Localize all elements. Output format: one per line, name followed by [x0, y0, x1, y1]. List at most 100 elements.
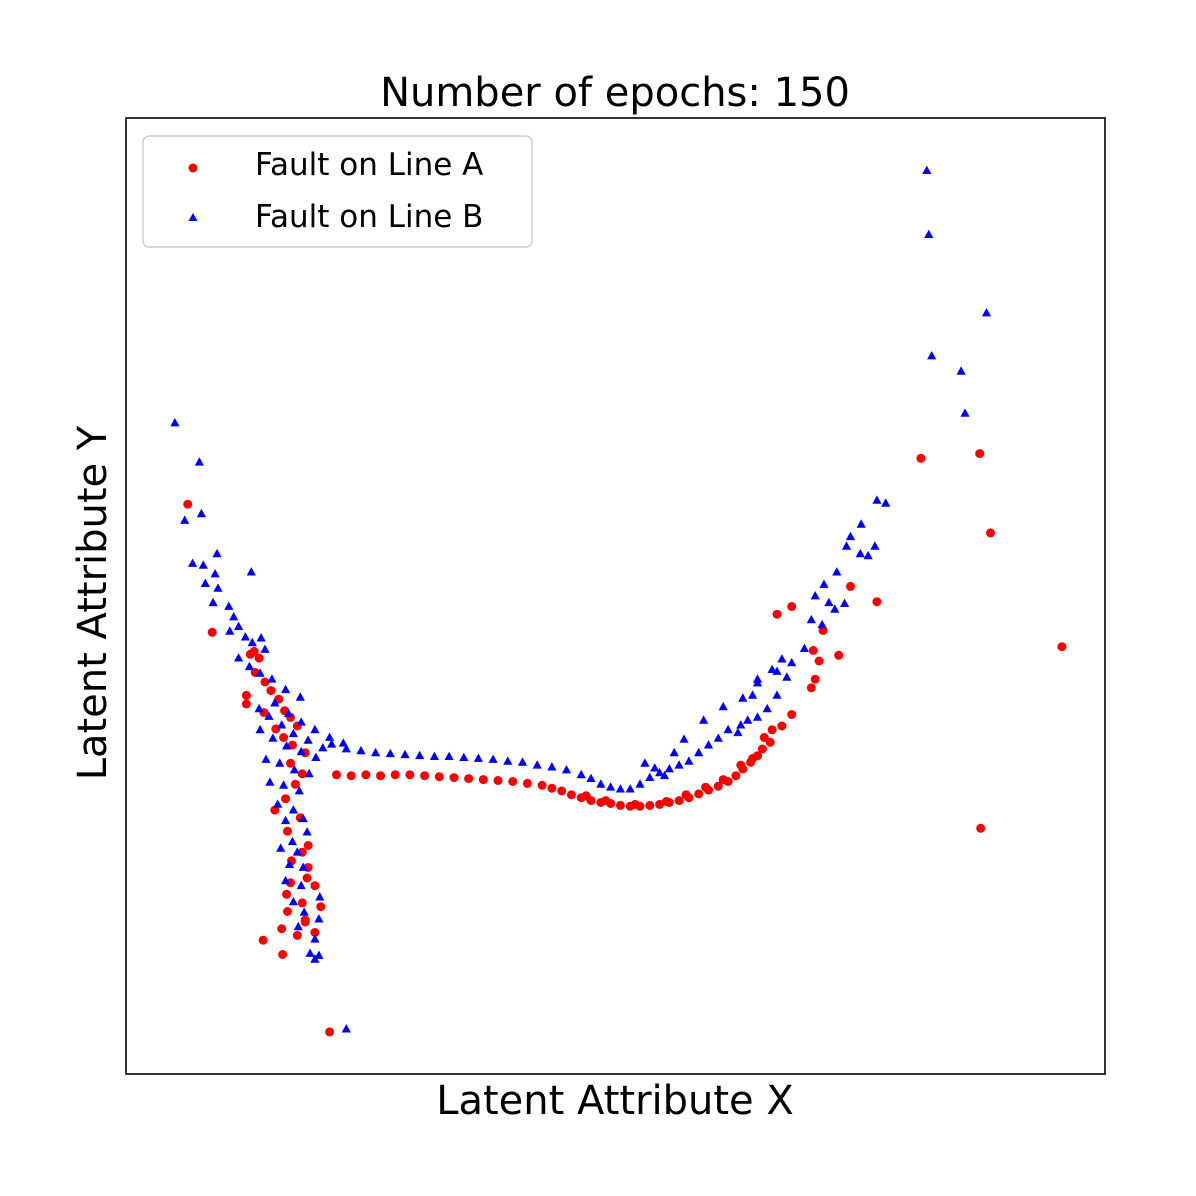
data-point-line-a	[286, 878, 295, 888]
data-point-line-b	[273, 799, 283, 808]
legend-label-line-a: Fault on Line A	[255, 147, 483, 183]
data-point-line-b	[922, 165, 932, 174]
data-point-line-b	[276, 843, 286, 852]
data-point-line-b	[924, 229, 934, 238]
data-point-line-a	[777, 721, 787, 731]
data-point-line-a	[818, 625, 828, 635]
data-point-line-b	[198, 560, 208, 569]
data-point-line-b	[288, 896, 298, 906]
data-point-line-a	[601, 796, 611, 806]
data-point-line-a	[674, 796, 684, 806]
data-point-line-a	[808, 646, 818, 655]
data-point-line-a	[434, 772, 444, 782]
data-point-line-b	[318, 743, 328, 752]
data-point-line-a	[266, 686, 276, 696]
data-point-line-b	[870, 541, 880, 550]
data-point-line-b	[229, 612, 239, 621]
data-point-line-b	[517, 757, 528, 766]
data-point-line-a	[787, 710, 797, 719]
data-point-line-b	[356, 745, 366, 755]
data-point-line-a	[300, 917, 310, 927]
legend-marker-line-b	[188, 213, 198, 221]
data-point-line-b	[224, 601, 234, 610]
data-point-line-b	[281, 815, 291, 825]
data-point-line-b	[841, 541, 852, 550]
data-point-line-b	[234, 621, 244, 630]
data-point-line-b	[960, 408, 970, 417]
data-point-line-a	[493, 776, 503, 785]
data-point-line-a	[297, 769, 307, 779]
data-point-line-b	[277, 720, 287, 729]
data-point-line-b	[767, 664, 777, 673]
data-point-line-b	[298, 862, 308, 871]
data-point-line-a	[207, 627, 217, 637]
data-point-line-a	[736, 760, 746, 770]
data-point-line-a	[806, 683, 816, 693]
data-point-line-a	[1057, 642, 1067, 652]
data-point-line-b	[881, 498, 891, 507]
data-point-line-a	[814, 656, 824, 666]
data-point-line-b	[723, 724, 733, 734]
data-point-line-b	[748, 690, 758, 699]
data-point-line-a	[661, 797, 671, 806]
data-point-line-b	[596, 779, 606, 788]
data-point-line-b	[752, 674, 763, 683]
data-point-line-b	[679, 734, 689, 743]
data-point-line-a	[183, 499, 193, 509]
legend-marker-line-a	[188, 163, 198, 173]
data-point-line-b	[713, 733, 723, 742]
data-point-line-a	[630, 799, 640, 809]
data-point-line-a	[325, 1027, 335, 1037]
data-point-line-b	[674, 760, 684, 769]
data-point-line-b	[298, 813, 308, 823]
data-point-line-a	[241, 699, 251, 709]
data-point-line-b	[817, 619, 827, 629]
legend-box	[142, 135, 533, 248]
data-point-line-a	[557, 786, 567, 796]
data-point-line-a	[290, 779, 300, 789]
data-point-line-b	[288, 728, 298, 738]
data-point-line-b	[650, 763, 660, 772]
data-point-line-a	[376, 771, 385, 781]
data-point-line-b	[200, 578, 210, 587]
data-point-line-a	[464, 774, 474, 784]
data-point-line-a	[332, 770, 341, 780]
data-point-line-b	[310, 934, 320, 943]
data-point-line-a	[297, 898, 307, 908]
data-point-line-a	[872, 597, 882, 607]
data-point-line-b	[547, 762, 557, 771]
data-point-line-b	[240, 632, 250, 641]
data-point-line-b	[314, 950, 324, 959]
data-point-line-b	[561, 765, 572, 774]
data-point-line-a	[655, 799, 665, 809]
data-point-line-b	[282, 741, 292, 750]
data-point-line-b	[292, 847, 302, 856]
data-point-line-a	[258, 935, 268, 945]
data-point-line-b	[299, 907, 309, 916]
data-point-line-a	[449, 773, 459, 783]
data-point-line-a	[757, 744, 767, 754]
data-point-line-b	[694, 747, 704, 757]
data-point-line-b	[824, 597, 834, 607]
data-point-line-b	[872, 495, 882, 504]
data-point-line-b	[287, 836, 297, 846]
data-point-line-b	[254, 703, 264, 713]
chart-title: Number of epochs: 150	[380, 70, 850, 116]
data-point-line-a	[767, 725, 777, 735]
data-point-line-a	[361, 770, 371, 780]
data-point-line-b	[810, 591, 820, 600]
data-point-line-b	[385, 748, 395, 758]
data-point-line-b	[296, 746, 306, 756]
data-point-line-a	[278, 950, 288, 959]
data-point-line-a	[581, 791, 591, 801]
data-point-line-b	[832, 567, 842, 576]
data-point-line-b	[213, 583, 223, 592]
data-point-line-b	[863, 550, 873, 560]
data-point-line-b	[244, 661, 254, 671]
data-point-line-b	[264, 711, 274, 720]
data-point-line-b	[718, 701, 728, 711]
data-point-line-b	[247, 637, 257, 647]
data-points-layer	[170, 165, 1067, 1037]
data-point-line-b	[819, 579, 829, 588]
data-point-line-b	[444, 751, 454, 760]
